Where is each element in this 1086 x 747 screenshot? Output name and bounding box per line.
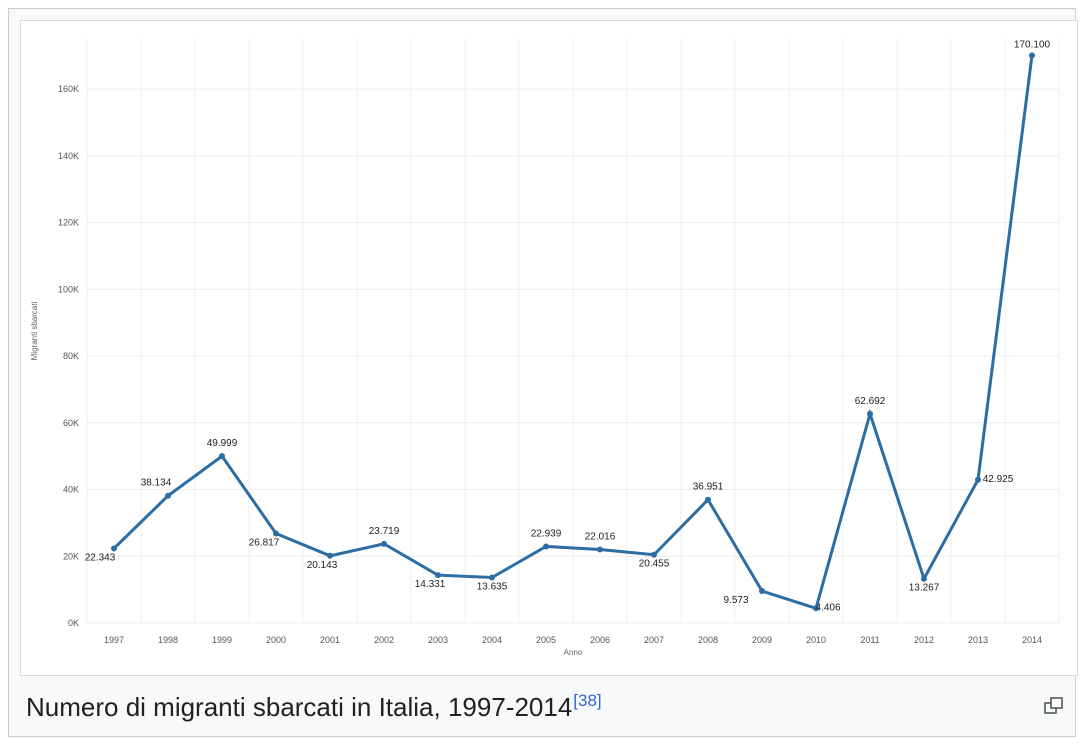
data-point <box>327 552 333 559</box>
data-label: 26.817 <box>249 538 280 549</box>
caption-text: Numero di migranti sbarcati in Italia, 1… <box>26 691 573 722</box>
x-tick-label: 1999 <box>212 635 232 645</box>
x-tick-label: 2013 <box>968 635 988 645</box>
data-label: 22.939 <box>531 528 562 539</box>
reference-link[interactable]: [38] <box>573 691 602 710</box>
x-tick-label: 2009 <box>752 635 772 645</box>
x-tick-label: 2008 <box>698 635 718 645</box>
x-tick-label: 2001 <box>320 635 340 645</box>
data-label: 4.406 <box>815 602 840 613</box>
data-label: 38.134 <box>141 478 172 489</box>
x-tick-label: 2007 <box>644 635 664 645</box>
x-tick-label: 2004 <box>482 635 502 645</box>
data-label: 9.573 <box>723 595 748 606</box>
line-chart: 0K 20K 40K 60K 80K 100K 120K 140K 160K 1997 1998 19… <box>30 39 1060 657</box>
data-point <box>219 453 225 460</box>
data-point <box>597 546 603 553</box>
x-tick-label: 2000 <box>266 635 286 645</box>
x-tick-label: 1997 <box>104 635 124 645</box>
y-tick-label: 0K <box>68 618 79 628</box>
y-tick-label: 100K <box>58 284 79 294</box>
series-line <box>112 55 1034 611</box>
x-tick-label: 2014 <box>1022 635 1042 645</box>
data-point <box>813 605 819 612</box>
data-point <box>705 496 711 503</box>
y-tick-label: 160K <box>58 84 79 94</box>
data-label: 13.267 <box>909 583 940 594</box>
data-label: 22.343 <box>85 552 116 563</box>
data-point <box>111 545 117 552</box>
x-tick-label: 2011 <box>860 635 879 645</box>
data-label: 14.331 <box>415 579 446 590</box>
data-point <box>759 588 765 595</box>
data-label: 23.719 <box>369 526 400 537</box>
data-label: 13.635 <box>477 581 508 592</box>
data-point <box>975 476 981 483</box>
data-point <box>543 543 549 550</box>
x-tick-label: 2003 <box>428 635 448 645</box>
y-tick-label: 60K <box>63 418 79 428</box>
data-point <box>651 551 657 558</box>
x-tick-label: 2012 <box>914 635 934 645</box>
data-label: 20.143 <box>307 560 338 571</box>
data-point <box>381 540 387 547</box>
data-label: 36.951 <box>693 482 724 493</box>
data-point <box>489 574 495 581</box>
y-tick-label: 120K <box>58 218 79 228</box>
data-label: 22.016 <box>585 532 616 543</box>
x-tick-label: 2006 <box>590 635 610 645</box>
data-label: 42.925 <box>983 474 1014 485</box>
data-label: 20.455 <box>639 559 670 570</box>
y-tick-label: 140K <box>58 151 79 161</box>
x-axis-title: Anno <box>564 648 583 657</box>
data-point <box>165 492 171 499</box>
y-tick-label: 20K <box>63 551 79 561</box>
x-tick-label: 2010 <box>806 635 826 645</box>
x-tick-label: 2005 <box>536 635 556 645</box>
figure-caption: Numero di migranti sbarcati in Italia, 1… <box>26 682 602 732</box>
data-label: 62.692 <box>855 396 886 407</box>
data-point <box>1029 52 1035 59</box>
data-point <box>273 530 279 537</box>
y-axis-title: Migranti sbarcati <box>30 301 39 360</box>
magnify-clip-icon[interactable] <box>1044 697 1064 715</box>
data-point <box>921 575 927 582</box>
x-tick-label: 1998 <box>158 635 178 645</box>
y-tick-label: 40K <box>63 485 79 495</box>
data-label: 49.999 <box>207 438 238 449</box>
x-tick-label: 2002 <box>374 635 394 645</box>
y-tick-label: 80K <box>63 351 79 361</box>
data-label: 170.100 <box>1014 39 1051 50</box>
data-point <box>867 410 873 417</box>
data-point <box>435 572 441 579</box>
chart-frame: 0K 20K 40K 60K 80K 100K 120K 140K 160K 1997 1998 19… <box>20 20 1078 676</box>
